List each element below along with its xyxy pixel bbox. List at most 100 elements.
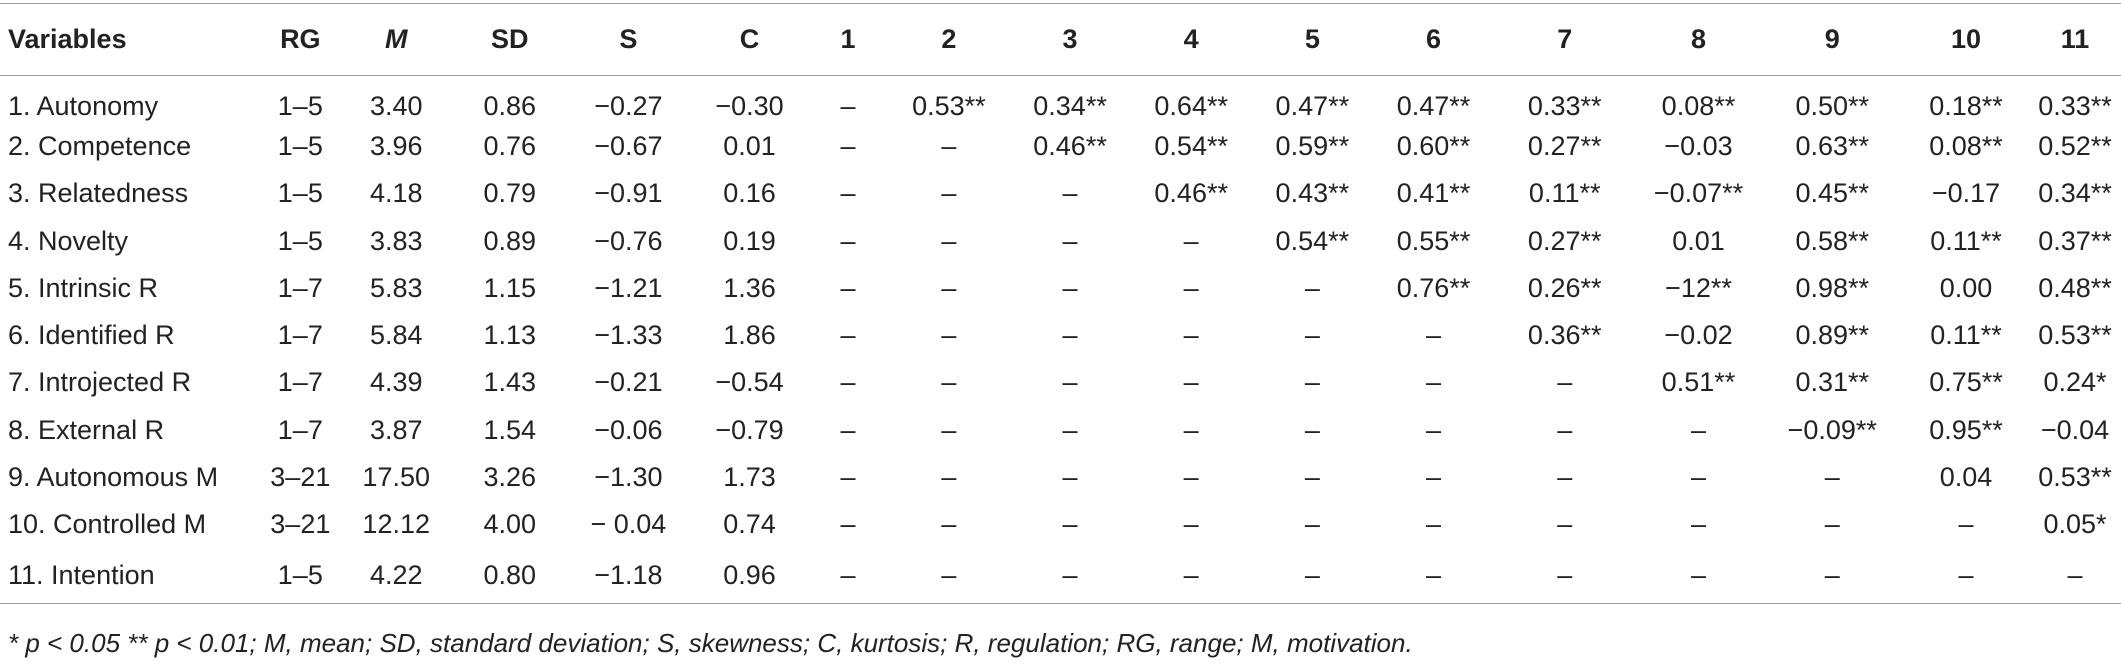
table-cell: 1.43 [483,367,537,398]
table-cell: – [888,548,1010,604]
table-cell: 0.76** [1396,272,1471,303]
table-cell: 1.13 [483,320,537,351]
table-cell: – [1062,272,1078,303]
table-cell: – [1304,462,1320,493]
table-cell: – [1304,320,1320,351]
table-cell: −0.54 [715,367,784,398]
table-cell: – [840,320,856,351]
table-cell: 5.83 [369,272,423,303]
table-cell: 0.54** [1154,130,1228,161]
table-cell: −0.30 [715,90,784,121]
table-cell: – [840,462,856,493]
table-cell: – [1062,178,1078,209]
table-cell: −0.04 [2040,414,2110,445]
table-cell: – [840,272,856,303]
table-cell: −1.21 [594,272,663,303]
table-cell: 0.55** [1396,225,1471,256]
row-label: 11. Intention [0,548,263,604]
table-cell: 0.80 [454,548,566,604]
table-cell: −1.33 [594,320,663,351]
column-header: 3 [1009,3,1131,76]
table-cell: −0.27 [594,90,663,121]
table-cell: 0.74 [723,509,776,540]
table-cell: 1.36 [723,272,776,303]
table-cell: – [1557,462,1573,493]
table-cell: 1–7 [277,272,323,303]
table-cell: – [1304,272,1320,303]
table-cell: – [840,414,856,445]
table-cell: 0.34** [1033,90,1107,121]
table-cell: −0.79 [715,414,784,445]
table-cell: 0.51** [1661,367,1736,398]
table-cell: −1.18 [565,548,692,604]
table-cell: 0.33** [1527,90,1602,121]
column-header: 4 [1130,3,1252,76]
table-cell: – [840,178,856,209]
table-cell: 0.46** [1033,130,1107,161]
table-cell: 0.86 [483,90,537,121]
column-header: M [338,3,455,76]
table-cell: 0.33** [2038,90,2112,121]
table-cell: 0.89 [483,225,537,256]
column-header: 1 [807,3,889,76]
table-cell: – [941,367,957,398]
table-row: 5. Intrinsic R 1–7 5.83 1.15 −1.21 1.36 – – – – – 0… [0,265,2121,312]
table-cell: 1–7 [277,414,323,445]
table-cell: – [1009,548,1131,604]
table-cell: – [1557,509,1573,540]
table-cell: 0.50** [1795,90,1870,121]
table-cell: – [840,225,856,256]
column-header: 2 [888,3,1010,76]
table-row: 7. Introjected R 1–7 4.39 1.43 −0.21 −0.54 – – –… [0,359,2121,406]
table-cell: – [840,130,856,161]
table-cell: −0.21 [594,367,663,398]
table-cell: – [1304,367,1320,398]
table-cell: – [840,90,856,121]
table-cell: 0.96 [691,548,808,604]
table-cell: 1–5 [277,225,323,256]
table-cell: – [941,509,957,540]
table-cell: – [1425,367,1441,398]
table-cell: – [1183,272,1199,303]
table-cell: – [1183,414,1199,445]
table-cell: 4.39 [369,367,423,398]
table-cell: 0.46** [1154,178,1228,209]
table-cell: – [941,320,957,351]
table-cell: 17.50 [362,462,430,493]
table-cell: 3.40 [369,90,423,121]
table-cell: 1–7 [277,367,323,398]
table-row: 4. Novelty 1–5 3.83 0.89 −0.76 0.19 – – – – 0.54**… [0,217,2121,264]
table-cell: 1.54 [483,414,537,445]
table-cell: – [941,414,957,445]
row-label: 2. Competence [8,130,192,161]
table-cell: 0.18** [1929,90,2003,121]
table-cell: 3.87 [369,414,423,445]
table-cell: 0.31** [1795,367,1870,398]
column-header: RG [262,3,339,76]
table-cell: 1–5 [277,130,323,161]
table-body: 1. Autonomy 1–5 3.40 0.86 −0.27 −0.30 – 0.53** 0… [0,76,2121,604]
table-cell: 0.75** [1929,367,2003,398]
table-cell: 0.59** [1275,130,1350,161]
table-cell: – [941,130,957,161]
table-cell: 4.18 [369,178,423,209]
table-row: 1. Autonomy 1–5 3.40 0.86 −0.27 −0.30 – 0.53** 0… [0,76,2121,123]
correlation-table: Variables RG M SD S C 1 2 3 4 5 6 7 8 9 … [0,3,2121,604]
table-cell: 1–5 [262,548,339,604]
table-cell: −0.91 [594,178,663,209]
row-label: 10. Controlled M [8,509,207,540]
table-cell: – [1761,548,1903,604]
table-cell: 0.19 [723,225,776,256]
table-cell: – [1635,548,1762,604]
table-cell: 4.22 [338,548,455,604]
table-cell: 0.63** [1795,130,1870,161]
table-cell: – [1557,414,1573,445]
table-cell: 0.11** [1930,225,2002,256]
table-cell: – [840,367,856,398]
table-cell: – [1824,509,1840,540]
table-cell: −0.09** [1787,414,1877,445]
table-cell: 12.12 [362,509,430,540]
row-label: 4. Novelty [8,225,129,256]
table-footnote: * p < 0.05 ** p < 0.01; M, mean; SD, sta… [8,628,1413,658]
table-cell: −0.67 [594,130,663,161]
